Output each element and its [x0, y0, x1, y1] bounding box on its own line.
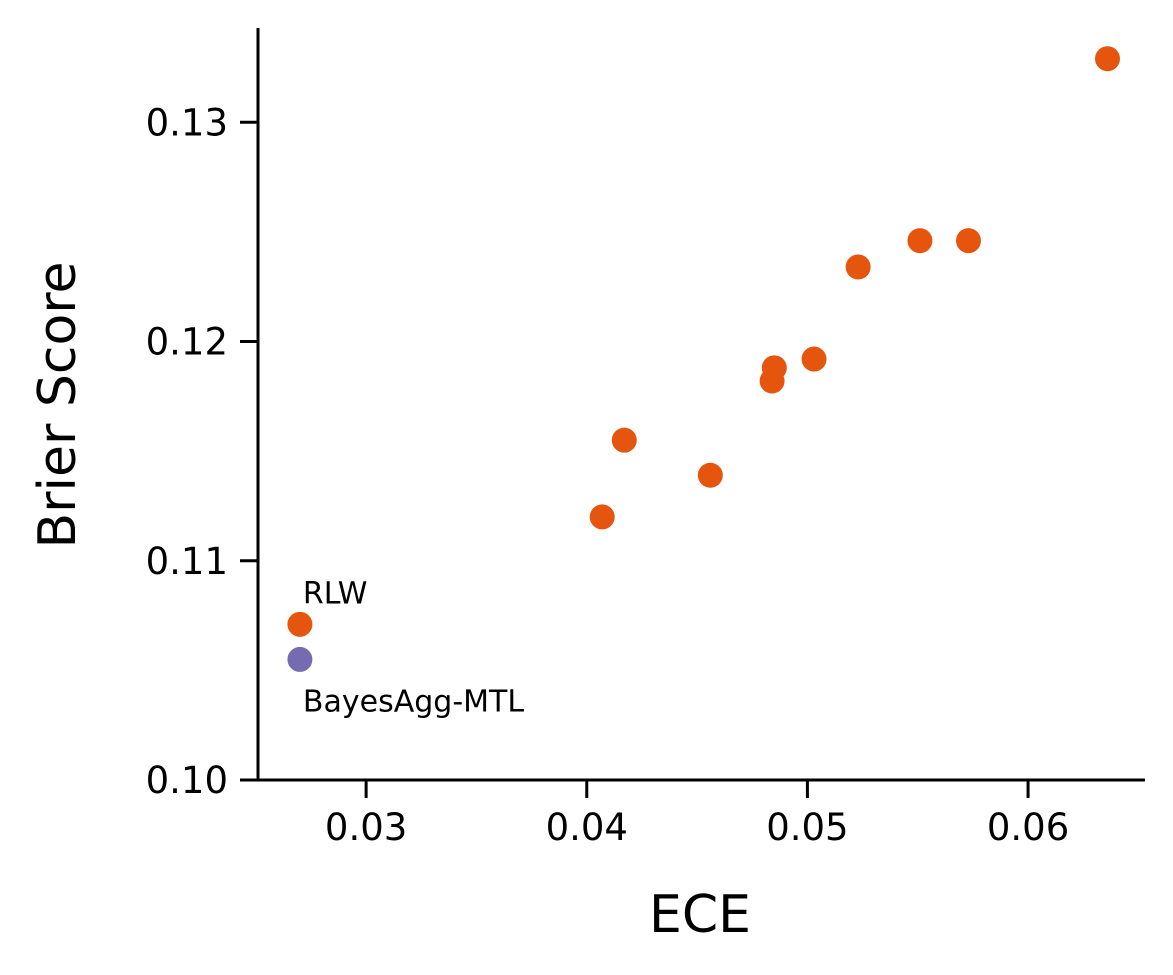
data-point-orange	[611, 427, 637, 453]
data-point-orange	[1094, 46, 1120, 72]
ticks: 0.03 0.04 0.05 0.06 0.10 0.11 0.12 0.13	[146, 101, 1070, 849]
annotation-label: BayesAgg-MTL	[303, 684, 524, 719]
data-point-orange	[697, 462, 723, 488]
data-point-orange	[845, 254, 871, 280]
x-tick-label: 0.05	[766, 806, 848, 849]
annotations: RLW BayesAgg-MTL	[303, 576, 524, 719]
y-tick-label: 0.10	[146, 759, 228, 802]
x-tick-label: 0.03	[325, 806, 407, 849]
data-point-orange	[955, 228, 981, 254]
data-point-purple	[287, 646, 313, 672]
x-tick-label: 0.04	[546, 806, 628, 849]
data-points	[287, 46, 1120, 672]
x-tick-label: 0.06	[987, 806, 1069, 849]
y-axis-title: Brier Score	[28, 261, 88, 548]
y-tick-label: 0.12	[146, 321, 228, 364]
axes	[256, 28, 1145, 782]
data-point-orange	[801, 346, 827, 372]
data-point-orange	[287, 611, 313, 637]
annotation-label: RLW	[303, 576, 367, 611]
data-point-orange	[761, 355, 787, 381]
data-point-orange	[907, 228, 933, 254]
data-point-orange	[589, 504, 615, 530]
y-tick-label: 0.13	[146, 101, 228, 144]
x-axis-title: ECE	[649, 885, 751, 945]
y-tick-label: 0.11	[146, 540, 228, 583]
